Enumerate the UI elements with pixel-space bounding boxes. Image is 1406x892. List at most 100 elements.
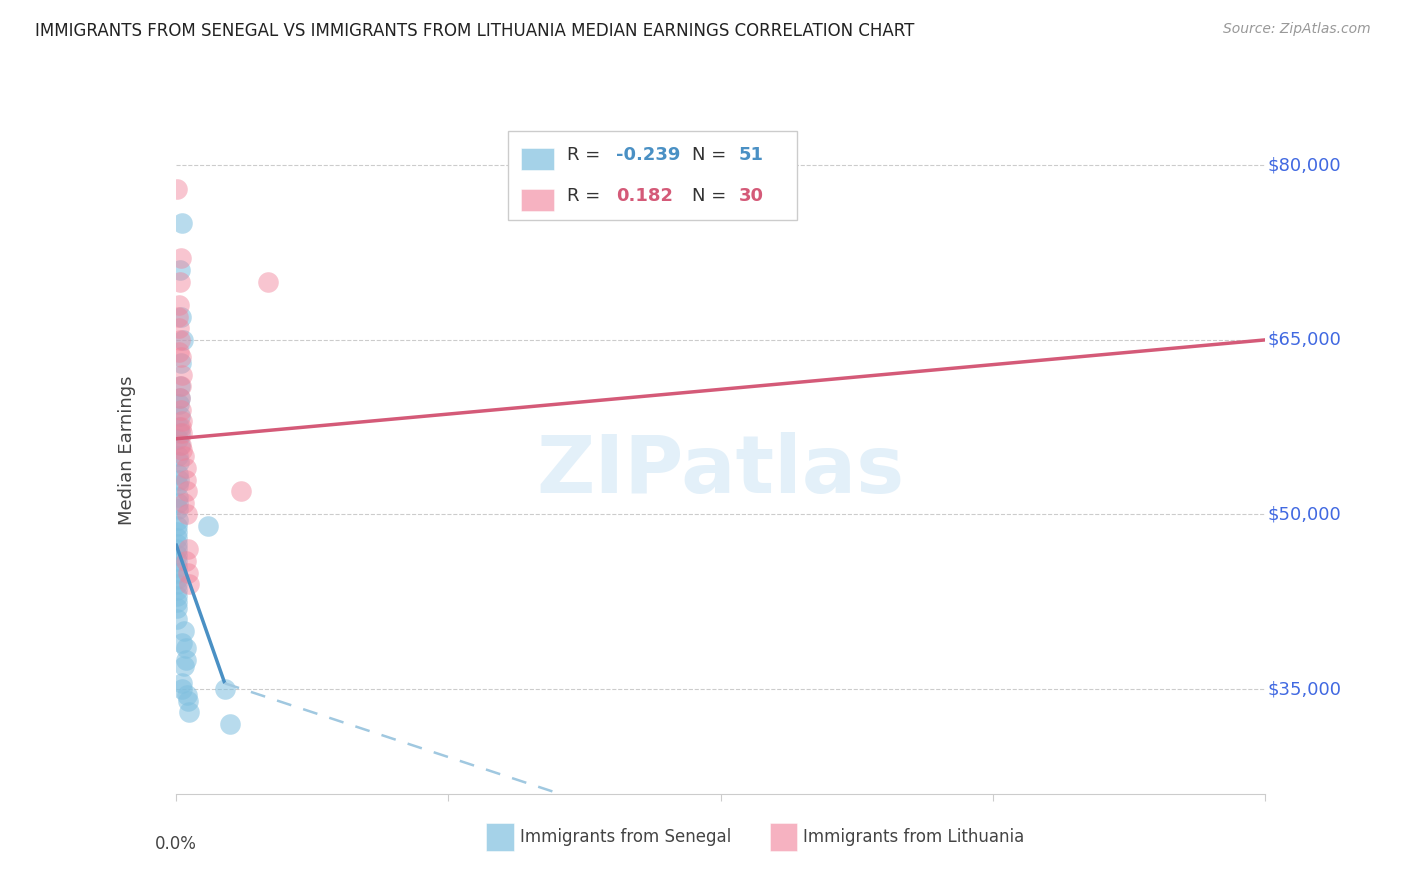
Point bbox=[166, 554, 188, 568]
Text: N =: N = bbox=[692, 146, 733, 164]
Point bbox=[167, 478, 190, 492]
Point bbox=[231, 484, 253, 499]
Text: $65,000: $65,000 bbox=[1268, 331, 1341, 349]
Point bbox=[176, 688, 198, 702]
Point bbox=[167, 490, 190, 504]
Point bbox=[167, 467, 190, 481]
Point bbox=[167, 397, 190, 411]
Point bbox=[167, 501, 190, 516]
Text: R =: R = bbox=[567, 146, 606, 164]
Point bbox=[172, 368, 194, 382]
Point bbox=[166, 566, 188, 580]
Point bbox=[172, 443, 194, 458]
FancyBboxPatch shape bbox=[522, 148, 554, 170]
Point bbox=[172, 682, 194, 697]
Point bbox=[170, 379, 193, 393]
Point bbox=[170, 310, 193, 324]
Point bbox=[167, 321, 190, 335]
Point bbox=[167, 298, 190, 312]
FancyBboxPatch shape bbox=[486, 823, 513, 851]
Text: $50,000: $50,000 bbox=[1268, 506, 1341, 524]
Point bbox=[167, 420, 190, 434]
Point bbox=[174, 554, 197, 568]
Point bbox=[167, 455, 190, 469]
Point bbox=[169, 409, 191, 423]
Point bbox=[179, 706, 201, 720]
Point bbox=[167, 432, 190, 446]
Point bbox=[166, 531, 188, 545]
Point bbox=[177, 566, 200, 580]
Text: Source: ZipAtlas.com: Source: ZipAtlas.com bbox=[1223, 22, 1371, 37]
Point bbox=[166, 542, 188, 557]
Point bbox=[173, 496, 195, 510]
Point bbox=[257, 275, 280, 289]
Point bbox=[176, 484, 198, 499]
Point bbox=[172, 333, 194, 347]
Text: R =: R = bbox=[567, 187, 606, 205]
Point bbox=[167, 310, 190, 324]
Point bbox=[174, 653, 197, 667]
Point bbox=[174, 641, 197, 656]
Text: 0.0%: 0.0% bbox=[155, 835, 197, 853]
Point bbox=[166, 548, 188, 562]
Text: Immigrants from Lithuania: Immigrants from Lithuania bbox=[803, 828, 1025, 847]
Text: 0.182: 0.182 bbox=[616, 187, 673, 205]
Point bbox=[172, 635, 194, 649]
Point bbox=[166, 595, 188, 609]
Point bbox=[170, 356, 193, 370]
Point bbox=[167, 473, 190, 487]
Point bbox=[167, 450, 190, 464]
Point bbox=[179, 577, 201, 591]
Point bbox=[166, 560, 188, 574]
Point bbox=[166, 612, 188, 626]
Point bbox=[169, 425, 191, 440]
Point bbox=[166, 583, 188, 598]
Text: Median Earnings: Median Earnings bbox=[118, 376, 136, 525]
Point bbox=[166, 600, 188, 615]
Point bbox=[166, 589, 188, 603]
Point bbox=[167, 344, 190, 359]
Point bbox=[166, 572, 188, 586]
Text: 51: 51 bbox=[740, 146, 763, 164]
Point bbox=[166, 181, 188, 195]
Text: 30: 30 bbox=[740, 187, 763, 205]
Point bbox=[170, 351, 193, 365]
Point bbox=[169, 263, 191, 277]
Point bbox=[177, 694, 200, 708]
Point bbox=[166, 536, 188, 550]
FancyBboxPatch shape bbox=[522, 189, 554, 211]
Point bbox=[169, 379, 191, 393]
Point bbox=[174, 473, 197, 487]
Point bbox=[170, 252, 193, 266]
Text: -0.239: -0.239 bbox=[616, 146, 681, 164]
Text: N =: N = bbox=[692, 187, 733, 205]
FancyBboxPatch shape bbox=[769, 823, 797, 851]
FancyBboxPatch shape bbox=[508, 131, 797, 220]
Point bbox=[172, 425, 194, 440]
Point bbox=[172, 217, 194, 231]
Point bbox=[167, 513, 190, 527]
Point bbox=[174, 461, 197, 475]
Point bbox=[170, 402, 193, 417]
Point bbox=[197, 519, 219, 533]
Point bbox=[214, 682, 236, 697]
Point bbox=[173, 658, 195, 673]
Text: ZIPatlas: ZIPatlas bbox=[537, 432, 904, 510]
Point bbox=[169, 437, 191, 451]
Point bbox=[166, 524, 188, 539]
Point bbox=[173, 624, 195, 638]
Point bbox=[166, 577, 188, 591]
Point bbox=[219, 717, 242, 731]
Text: $80,000: $80,000 bbox=[1268, 156, 1341, 174]
Point bbox=[170, 420, 193, 434]
Point bbox=[169, 391, 191, 405]
Point bbox=[172, 676, 194, 690]
Point bbox=[167, 496, 190, 510]
Point bbox=[169, 275, 191, 289]
Point bbox=[176, 508, 198, 522]
Text: IMMIGRANTS FROM SENEGAL VS IMMIGRANTS FROM LITHUANIA MEDIAN EARNINGS CORRELATION: IMMIGRANTS FROM SENEGAL VS IMMIGRANTS FR… bbox=[35, 22, 914, 40]
Point bbox=[177, 542, 200, 557]
Text: $35,000: $35,000 bbox=[1268, 680, 1341, 698]
Point bbox=[170, 437, 193, 451]
Point bbox=[169, 333, 191, 347]
